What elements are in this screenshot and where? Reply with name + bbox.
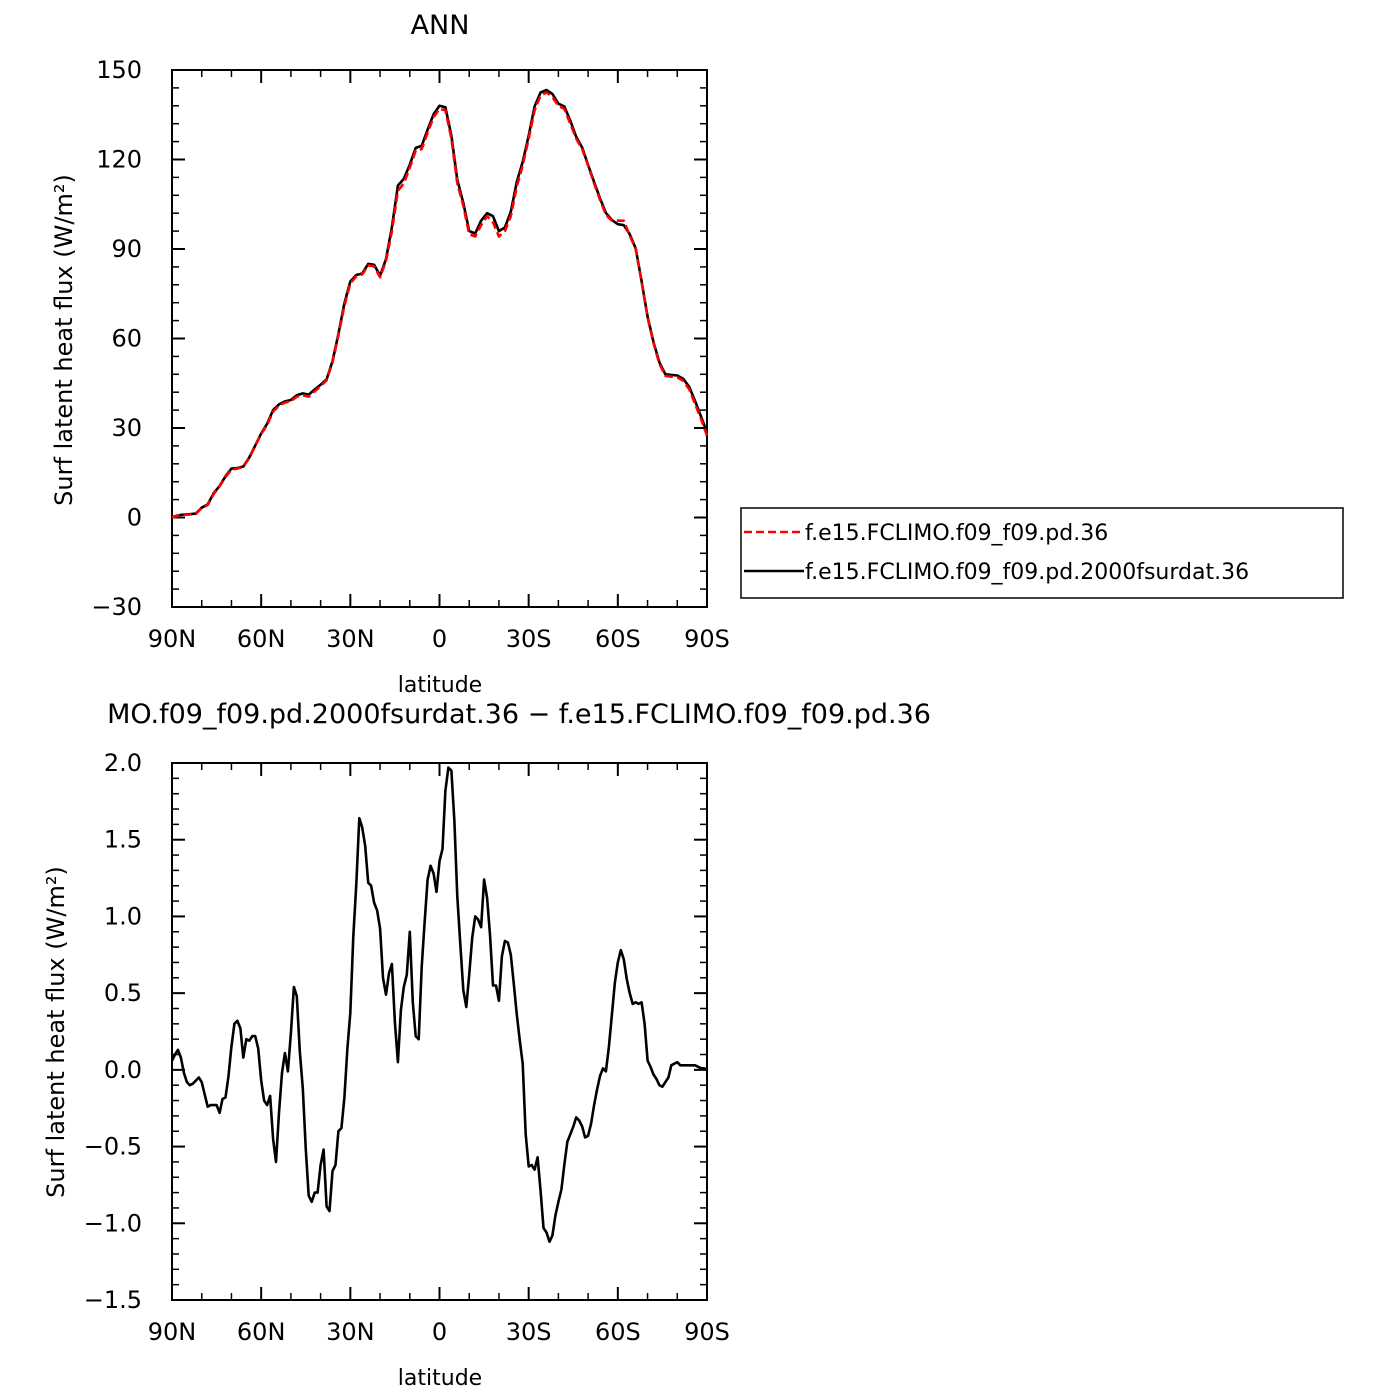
y-tick-label: 0	[127, 504, 142, 532]
y-tick-label: 90	[111, 235, 142, 263]
bottom-series-line-1	[170, 766, 708, 1243]
x-tick-label: 60S	[595, 1318, 641, 1346]
legend-label-series-2: f.e15.FCLIMO.f09_f09.pd.2000fsurdat.36	[805, 560, 1249, 585]
x-tick-label: 0	[432, 1318, 447, 1346]
bottom-plot-area: 90N 60N 30N 0 30S 60S 90S −1.5 −1.0 −0.5 0.0 0.5 1.0…	[84, 749, 730, 1346]
y-tick-label: −1.5	[84, 1286, 142, 1314]
x-tick-label: 90S	[684, 1318, 730, 1346]
top-y-axis-label-text: Surf latent heat flux (W/m²)	[50, 174, 78, 506]
x-tick-label: 60S	[595, 625, 641, 653]
y-tick-label: 1.0	[104, 902, 142, 930]
x-tick-label: 30S	[506, 1318, 552, 1346]
top-series-line-1	[171, 91, 709, 519]
top-panel: ANN 90N 60N 30N 0 30S 60S 90S−300306090120150 …	[50, 10, 1344, 698]
top-plot-area: 90N 60N 30N 0 30S 60S 90S −30 0 30 60 90 120 150	[91, 56, 730, 653]
legend-box	[740, 507, 1344, 599]
x-tick-label: 60N	[237, 625, 286, 653]
top-y-axis-label: Surf latent heat flux (W/m²)	[50, 174, 78, 506]
bottom-panel: MO.f09_f09.pd.2000fsurdat.36 − f.e15.FCL…	[42, 699, 931, 1391]
y-tick-label: 120	[96, 146, 142, 174]
y-tick-label: 60	[111, 325, 142, 353]
y-tick-label: 0.5	[104, 979, 142, 1007]
x-tick-label: 60N	[237, 1318, 286, 1346]
x-tick-label: 90S	[684, 625, 730, 653]
legend-label-series-1: f.e15.FCLIMO.f09_f09.pd.36	[805, 521, 1108, 546]
y-tick-label: −30	[91, 593, 142, 621]
y-tick-label: −0.5	[84, 1133, 142, 1161]
x-tick-label: 90N	[148, 1318, 197, 1346]
bottom-panel-title: MO.f09_f09.pd.2000fsurdat.36 − f.e15.FCL…	[107, 699, 931, 730]
y-tick-label: −1.0	[84, 1209, 142, 1237]
y-tick-label: 2.0	[104, 749, 142, 777]
y-tick-label: 150	[96, 56, 142, 84]
x-tick-label: 0	[432, 625, 447, 653]
bottom-y-axis-label-text: Surf latent heat flux (W/m²)	[42, 866, 70, 1198]
legend: f.e15.FCLIMO.f09_f09.pd.36 f.e15.FCLIMO.…	[740, 507, 1344, 599]
top-x-axis-label: latitude	[398, 673, 482, 698]
top-panel-title: ANN	[411, 10, 470, 41]
x-tick-label: 30S	[506, 625, 552, 653]
x-tick-label: 30N	[326, 625, 375, 653]
y-tick-label: 1.5	[104, 826, 142, 854]
y-tick-label: 30	[111, 414, 142, 442]
x-tick-label: 30N	[326, 1318, 375, 1346]
x-tick-label: 90N	[148, 625, 197, 653]
bottom-x-axis-label: latitude	[398, 1366, 482, 1391]
bottom-y-axis-label: Surf latent heat flux (W/m²)	[42, 866, 70, 1198]
y-tick-label: 0.0	[104, 1056, 142, 1084]
